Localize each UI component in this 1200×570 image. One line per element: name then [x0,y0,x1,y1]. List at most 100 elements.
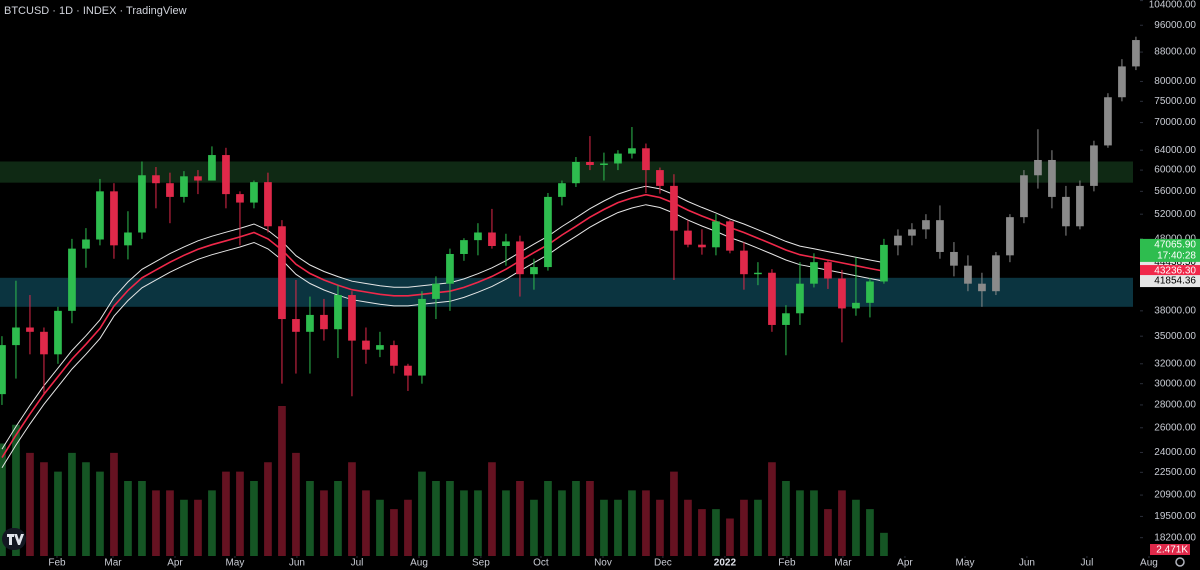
candle-body [936,220,944,252]
x-tick-label: Mar [104,558,122,569]
candle-body [488,232,496,246]
candle-body [124,232,132,246]
volume-bar [768,462,776,556]
y-tick-label: 32000.00 [1154,358,1196,369]
candle-body [824,262,832,279]
candle-body [390,345,398,366]
ma-price-label: 43236.30 [1154,266,1196,277]
candle-body [1118,66,1126,98]
volume-bar [264,462,272,556]
volume-label-box [1150,544,1190,555]
volume-bar [166,490,174,556]
volume-bar [740,499,748,556]
candle-body [754,272,762,275]
candle-body [1090,145,1098,186]
y-tick-label: 64000.00 [1154,145,1196,156]
volume-bar [684,499,692,556]
candle-body [502,241,510,246]
ma-price-label-box [1140,265,1200,278]
candle-body [180,176,188,197]
y-tick-label: 60000.00 [1154,165,1196,176]
x-tick-label: Jul [351,558,364,569]
volume-bar [572,481,580,556]
candle-body [320,314,328,330]
volume-bar [558,490,566,556]
candle-body [558,183,566,197]
volume-bar [26,452,34,556]
candle-body [852,302,860,309]
candle-body [866,281,874,303]
y-tick-label: 52000.00 [1154,209,1196,220]
volume-bar [698,509,706,556]
candle-body [166,183,174,197]
candle-body [12,327,20,346]
candle-body [222,155,230,195]
candle-body [1006,217,1014,256]
candle-body [992,255,1000,292]
candle-body [796,283,804,314]
x-tick-label: Dec [654,558,672,569]
volume-bar [348,462,356,556]
volume-bar [194,499,202,556]
candle-body [698,244,706,248]
settings-icon[interactable] [1175,557,1185,567]
candle-body [838,278,846,309]
volume-bar [432,481,440,556]
candle-body [726,221,734,251]
volume-bar [68,452,76,556]
candle-body [712,221,720,248]
zone [0,161,1133,183]
volume-bar [376,499,384,556]
volume-bar [628,490,636,556]
candle-body [978,283,986,292]
volume-bar [40,462,48,556]
volume-bar [488,462,496,556]
y-tick-label: 22500.00 [1154,467,1196,478]
candle-body [782,313,790,325]
volume-bar [586,481,594,556]
x-tick-label: May [225,558,244,569]
volume-bar [474,490,482,556]
candle-body [516,241,524,275]
y-tick-label: 35000.00 [1154,331,1196,342]
volume-bar [614,499,622,556]
candle-body [586,161,594,165]
candle-body [418,298,426,376]
candle-body [642,148,650,171]
candle-body [194,176,202,181]
candle-body [278,226,286,320]
candle-body [1048,159,1056,197]
volume-bar [852,499,860,556]
x-tick-label: Aug [410,558,428,569]
volume-bar [516,481,524,556]
x-tick-label: Apr [897,558,913,569]
candle-body [26,327,34,332]
volume-bar [82,462,90,556]
volume-bar [530,499,538,556]
candle-body [810,262,818,284]
x-tick-label: Jul [1081,558,1094,569]
candle-body [1132,40,1140,67]
candle-body [600,163,608,165]
volume-bar [152,490,160,556]
ma-line [1,185,884,450]
volume-bar [306,481,314,556]
candle-body [670,185,678,231]
volume-bar [754,499,762,556]
volume-bar [96,471,104,556]
volume-bar [278,406,286,556]
candle-body [1104,97,1112,146]
ma-price-label: 44438.50 [1154,257,1196,268]
candle-body [250,182,258,203]
volume-bar [880,532,888,556]
volume-bar [292,452,300,556]
x-tick-label: Feb [48,558,66,569]
candle-body [68,248,76,311]
candle-body [0,345,6,395]
x-tick-label: Feb [778,558,796,569]
ma-price-label-box [1140,275,1200,288]
x-tick-label: Nov [594,558,612,569]
candle-body [40,331,48,355]
candle-body [740,250,748,275]
